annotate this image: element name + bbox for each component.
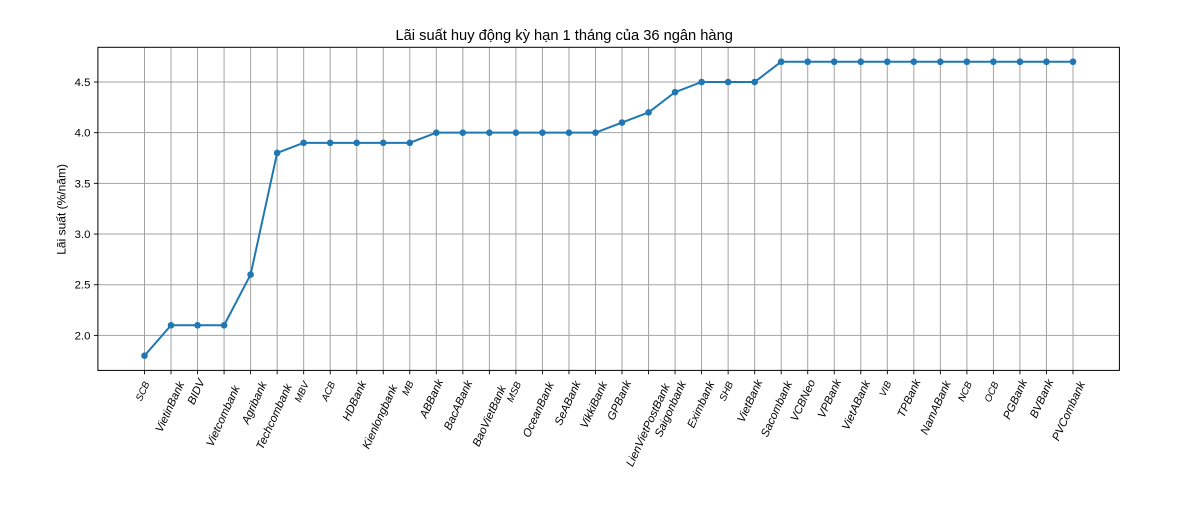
svg-text:Lãi suất (%/năm): Lãi suất (%/năm) [54, 164, 68, 255]
svg-text:4.0: 4.0 [75, 128, 91, 140]
svg-text:Lãi suất huy động kỳ hạn 1 thá: Lãi suất huy động kỳ hạn 1 tháng của 36 … [396, 28, 733, 44]
svg-text:3.5: 3.5 [75, 178, 91, 190]
svg-text:2.5: 2.5 [75, 280, 91, 292]
svg-text:3.0: 3.0 [75, 229, 91, 241]
svg-text:4.5: 4.5 [75, 77, 91, 89]
svg-text:2.0: 2.0 [75, 330, 91, 342]
